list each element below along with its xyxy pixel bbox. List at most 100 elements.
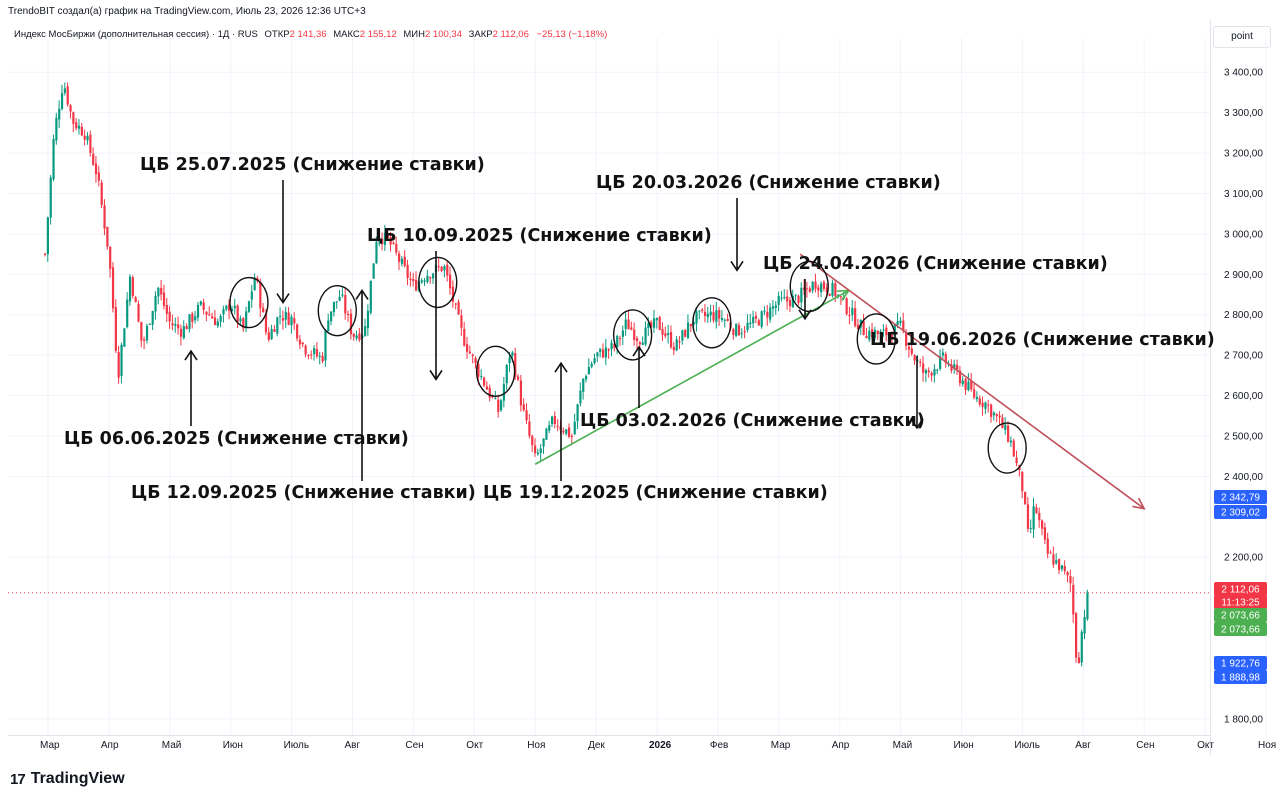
- candle-body: [825, 287, 828, 293]
- candle-body: [505, 364, 508, 384]
- candle-body: [975, 396, 979, 400]
- candle-body: [511, 352, 514, 356]
- candle-body: [712, 312, 715, 321]
- candle-body: [324, 330, 327, 361]
- open-label: ОТКР: [264, 29, 290, 40]
- price-label-text: 1 922,76: [1221, 659, 1260, 670]
- candle-body: [191, 313, 194, 322]
- candle-body: [990, 404, 993, 417]
- axis-unit-button[interactable]: point: [1213, 26, 1271, 48]
- candle-body: [1041, 520, 1044, 529]
- candle-body: [412, 278, 415, 282]
- candle-body: [672, 346, 675, 351]
- candle-body: [652, 318, 656, 328]
- candle-body: [924, 370, 928, 374]
- candle-body: [760, 311, 763, 327]
- candle-body: [126, 299, 129, 328]
- candle-body: [970, 380, 973, 390]
- symbol-name[interactable]: Индекс МосБиржи (дополнительная сессия) …: [14, 29, 258, 40]
- candle-body: [310, 354, 313, 356]
- candle-body: [344, 295, 347, 314]
- event-circle: [475, 345, 516, 397]
- y-tick-label: 3 100,00: [1224, 189, 1263, 200]
- price-label-text: 11:13:25: [1221, 598, 1260, 609]
- price-label-text: 1 888,98: [1221, 673, 1260, 684]
- candle-body: [372, 263, 375, 279]
- candle-body: [327, 320, 330, 331]
- candle-body: [259, 281, 262, 309]
- candle-body: [69, 105, 72, 112]
- change-value: −25,13 (−1,18%): [536, 29, 608, 40]
- candle-body: [791, 295, 794, 308]
- candle-body: [1024, 491, 1027, 505]
- candle-body: [800, 287, 803, 303]
- candle-body: [120, 344, 123, 377]
- candle-body: [72, 112, 75, 124]
- candle-body: [364, 326, 367, 336]
- y-tick-label: 2 600,00: [1224, 391, 1263, 402]
- candle-body: [624, 319, 627, 330]
- candle-body: [117, 352, 120, 378]
- x-tick-label: Сен: [405, 740, 423, 751]
- green-trend-line: [534, 289, 850, 465]
- x-tick-label: Авг: [345, 740, 361, 751]
- candle-body: [752, 316, 755, 324]
- candle-body: [1060, 565, 1064, 569]
- candle-body: [485, 386, 489, 390]
- candle-body: [650, 322, 653, 328]
- candle-body: [655, 317, 658, 321]
- cb-rate-cut-label: ЦБ 06.06.2025 (Снижение ставки): [64, 429, 409, 449]
- candle-body: [944, 354, 947, 364]
- time-axis[interactable]: Мар Апр Май Июн Июль Авг Сен Окт Ноя Дек 2026 Фев Ма…: [40, 740, 1276, 751]
- cb-rate-cut-label: ЦБ 24.04.2026 (Снижение ставки): [763, 254, 1108, 274]
- price-label-box: [1214, 582, 1267, 596]
- candle-body: [43, 253, 47, 255]
- event-circle: [317, 284, 357, 337]
- candle-body: [355, 335, 358, 339]
- candle-body: [154, 296, 157, 312]
- candle-body: [143, 339, 146, 341]
- candle-body: [137, 303, 140, 322]
- candle-body: [910, 348, 913, 354]
- candle-body: [157, 287, 160, 297]
- candle-body: [208, 314, 211, 316]
- candle-body: [94, 163, 98, 175]
- candle-body: [1035, 507, 1038, 514]
- candle-body: [987, 404, 990, 406]
- candle-body: [539, 448, 542, 453]
- candle-body: [66, 86, 69, 105]
- price-label-text: 2 342,79: [1221, 493, 1260, 504]
- candle-body: [423, 280, 426, 282]
- candle-body: [868, 330, 871, 340]
- candle-body: [1038, 512, 1041, 521]
- candle-body: [692, 322, 695, 325]
- candle-body: [276, 317, 279, 334]
- candle-body: [222, 309, 225, 315]
- candle-body: [550, 416, 554, 425]
- candle-body: [630, 327, 633, 330]
- x-tick-label: 2026: [649, 740, 672, 751]
- candle-body: [63, 88, 66, 93]
- candle-body: [449, 274, 452, 289]
- y-tick-label: 3 300,00: [1224, 108, 1263, 119]
- event-circle: [987, 422, 1027, 474]
- candle-body: [86, 135, 89, 141]
- candle-body: [162, 292, 166, 306]
- price-axis[interactable]: 3 400,00 3 300,00 3 200,00 3 100,00 3 000,00…: [1224, 68, 1263, 726]
- candle-body: [939, 356, 942, 369]
- candle-body: [627, 319, 630, 330]
- candle-body: [454, 303, 457, 305]
- y-tick-label: 2 800,00: [1224, 310, 1263, 321]
- candle-body: [703, 311, 707, 317]
- candle-body: [194, 316, 197, 321]
- candle-body: [245, 311, 248, 328]
- candle-body: [273, 329, 276, 332]
- candle-body: [267, 332, 270, 340]
- candle-body: [151, 311, 154, 325]
- cb-pointer-arrowhead: [910, 418, 924, 430]
- candle-body: [599, 348, 602, 353]
- candle-body: [567, 427, 571, 437]
- candle-body: [995, 414, 998, 416]
- candle-body: [338, 296, 341, 301]
